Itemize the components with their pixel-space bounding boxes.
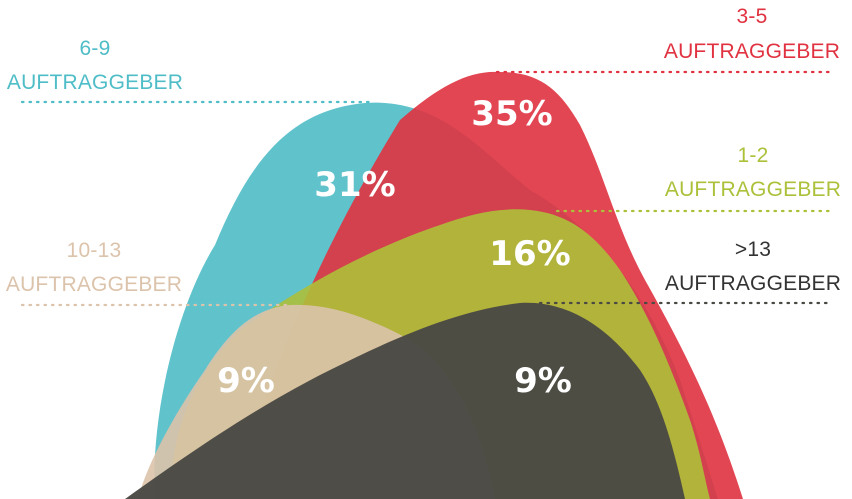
area-gt13-auftraggeber xyxy=(125,302,685,499)
legend-range-10-13: 10-13 xyxy=(67,239,122,262)
mountain-shapes xyxy=(125,71,743,499)
leader-lines xyxy=(20,70,832,307)
legend-range-gt13: >13 xyxy=(735,238,771,261)
legend-name-3-5: AUFTRAGGEBER xyxy=(664,40,840,63)
value-label-1-2: 16% xyxy=(489,234,570,274)
legend-name-gt13: AUFTRAGGEBER xyxy=(665,272,841,295)
legend-labels: 6-9 AUFTRAGGEBER 3-5 AUFTRAGGEBER 1-2 AU… xyxy=(6,5,841,296)
legend-range-1-2: 1-2 xyxy=(738,144,769,167)
legend-name-1-2: AUFTRAGGEBER xyxy=(665,178,841,201)
value-labels: 35% 31% 16% 9% 9% xyxy=(217,94,572,401)
legend-range-3-5: 3-5 xyxy=(737,5,768,28)
value-label-6-9: 31% xyxy=(314,165,395,205)
legend-name-6-9: AUFTRAGGEBER xyxy=(7,71,183,94)
value-label-10-13: 9% xyxy=(217,361,275,401)
value-label-gt13: 9% xyxy=(514,361,572,401)
legend-range-6-9: 6-9 xyxy=(80,37,111,60)
value-label-3-5: 35% xyxy=(471,94,552,134)
legend-name-10-13: AUFTRAGGEBER xyxy=(6,273,182,296)
